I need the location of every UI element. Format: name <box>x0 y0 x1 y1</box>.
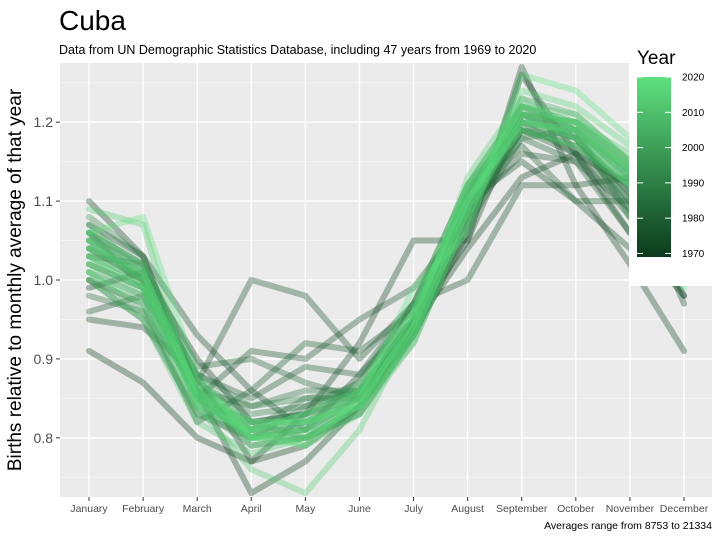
x-tick-label: January <box>70 503 108 515</box>
series-line-1978 <box>86 150 687 402</box>
series-line-1979 <box>86 142 687 425</box>
series-line-1996 <box>86 127 687 433</box>
x-tick-label: July <box>404 503 423 515</box>
series-line-2019 <box>86 119 687 433</box>
x-tick-label: April <box>241 503 262 515</box>
series-line-2014 <box>86 95 687 497</box>
series-line-1969 <box>86 111 687 425</box>
x-tick-label: October <box>557 503 595 515</box>
series-line-2013 <box>86 111 687 449</box>
y-axis-label: Births relative to monthly average of th… <box>5 88 26 471</box>
series-line-1985 <box>86 111 687 410</box>
series-line-1976 <box>86 127 687 402</box>
x-tick-label: December <box>660 503 709 515</box>
y-tick-label: 0.8 <box>34 430 54 446</box>
series-line-1990 <box>86 119 687 425</box>
series-line-2016 <box>86 103 687 433</box>
series-line-1983 <box>86 119 687 441</box>
series-line-2015 <box>86 127 687 441</box>
series-line-1986 <box>86 127 687 433</box>
series-line-2001 <box>86 111 687 433</box>
series-line-2010 <box>86 119 687 425</box>
x-tick-label: June <box>348 503 371 515</box>
series-line-2006 <box>86 103 687 433</box>
x-tick-label: September <box>496 503 548 515</box>
series-line-1970 <box>86 71 687 465</box>
grid-minor <box>60 82 712 478</box>
series-line-1975 <box>86 174 687 386</box>
series-line-2003 <box>86 95 687 449</box>
y-tick-label: 0.9 <box>34 351 54 367</box>
series-line-2005 <box>86 119 687 441</box>
series-line-1998 <box>86 103 687 441</box>
series-line-1995 <box>86 103 687 449</box>
legend-ticks: 1970 1980 1990 2000 2010 2020 <box>637 73 705 260</box>
legend-tick-label: 2020 <box>682 73 705 84</box>
series-line-1988 <box>86 127 687 418</box>
legend-tick-label: 1970 <box>682 249 705 260</box>
legend-tick-label: 2010 <box>682 108 705 119</box>
legend-tick-label: 2000 <box>682 143 705 154</box>
series-line-2017 <box>86 87 687 425</box>
y-tick-label: 1.1 <box>34 193 54 209</box>
legend-colorbar <box>637 77 671 257</box>
legend-tick-label: 1980 <box>682 214 705 225</box>
y-tick-label: 1.2 <box>34 114 54 130</box>
series-line-2018 <box>86 111 687 441</box>
x-tick-label: February <box>122 503 165 515</box>
legend-title: Year <box>637 48 676 69</box>
y-tick-label: 1.0 <box>34 272 54 288</box>
series-line-1981 <box>86 135 687 402</box>
x-tick-label: May <box>295 503 316 515</box>
x-axis-ticks: January February March April May June July Augu… <box>70 497 709 515</box>
series-line-1991 <box>86 127 687 410</box>
y-axis-ticks: 0.8 0.9 1.0 1.1 1.2 <box>34 114 60 446</box>
series-line-2000 <box>86 119 687 441</box>
series-line-2011 <box>86 103 687 457</box>
legend-tick-label: 1990 <box>682 178 705 189</box>
chart-caption: Averages range from 8753 to 21334 <box>544 520 712 532</box>
series-lines <box>86 63 687 497</box>
series-line-2020 <box>86 71 687 449</box>
x-tick-label: March <box>183 503 212 515</box>
series-line-1972 <box>86 63 687 465</box>
series-line-1971 <box>86 150 687 497</box>
chart-title: Cuba <box>59 5 126 36</box>
x-tick-label: August <box>451 503 484 515</box>
chart-subtitle: Data from UN Demographic Statistics Data… <box>59 43 536 57</box>
x-tick-label: November <box>606 503 655 515</box>
legend: Year 1970 1980 1990 2000 2010 2020 <box>629 40 719 286</box>
series-line-1973 <box>86 158 687 433</box>
series-line-2008 <box>86 111 687 441</box>
series-line-1993 <box>86 111 687 441</box>
